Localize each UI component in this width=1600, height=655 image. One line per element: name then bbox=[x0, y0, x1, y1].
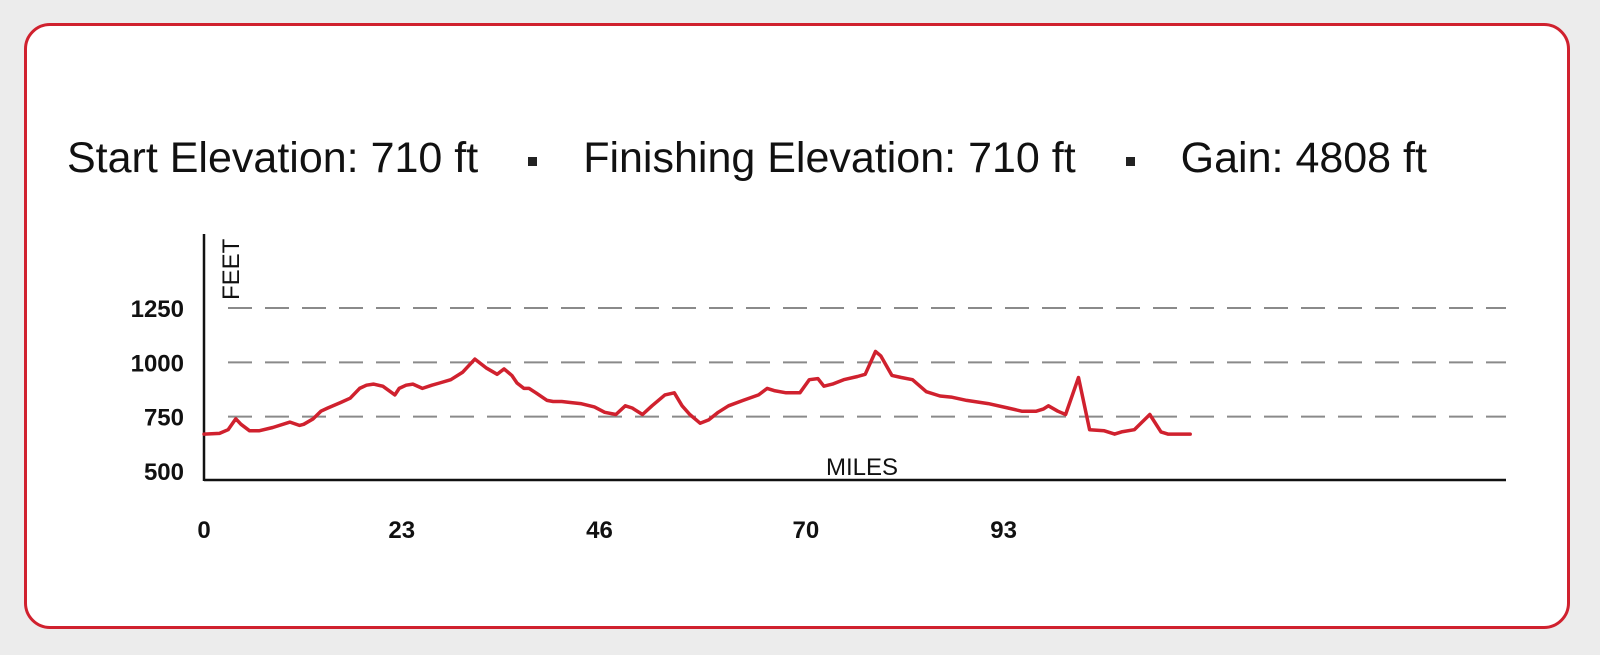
separator-bullet-icon bbox=[1125, 157, 1135, 166]
elevation-stats: Start Elevation: 710 ft Finishing Elevat… bbox=[67, 134, 1427, 183]
y-tick-label: 1000 bbox=[131, 350, 184, 377]
separator-bullet-icon bbox=[528, 157, 538, 166]
gain-value: 4808 ft bbox=[1295, 134, 1427, 182]
elevation-gain: Gain: 4808 ft bbox=[1181, 134, 1427, 183]
x-tick-label: 70 bbox=[793, 517, 820, 544]
start-elevation-label: Start Elevation: bbox=[67, 134, 359, 182]
gain-label: Gain: bbox=[1180, 134, 1284, 182]
finishing-elevation-label: Finishing Elevation: bbox=[583, 134, 957, 182]
x-tick-label: 46 bbox=[586, 517, 613, 544]
start-elevation: Start Elevation: 710 ft bbox=[67, 134, 478, 183]
y-tick-label: 750 bbox=[144, 405, 184, 432]
elevation-card bbox=[24, 23, 1570, 629]
finishing-elevation-value: 710 ft bbox=[968, 134, 1076, 182]
y-axis-title: FEET bbox=[218, 238, 245, 300]
x-axis-title: MILES bbox=[826, 454, 898, 481]
x-tick-label: 93 bbox=[990, 517, 1017, 544]
x-tick-label: 23 bbox=[388, 517, 415, 544]
start-elevation-value: 710 ft bbox=[370, 134, 479, 182]
y-tick-label: 500 bbox=[144, 459, 184, 486]
elevation-line bbox=[202, 349, 1192, 436]
x-tick-label: 0 bbox=[197, 517, 210, 544]
finishing-elevation: Finishing Elevation: 710 ft bbox=[583, 134, 1075, 183]
y-tick-label: 1250 bbox=[131, 296, 184, 323]
